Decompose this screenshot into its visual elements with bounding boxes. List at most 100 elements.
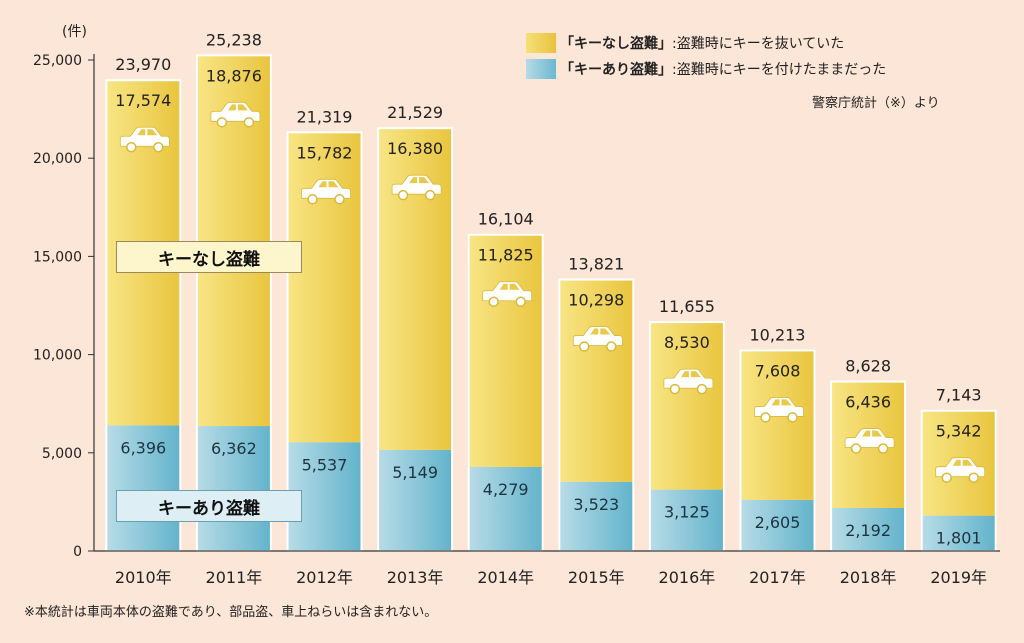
car-wheel (696, 383, 708, 395)
car-wheel (579, 341, 590, 352)
bar-group: 11,655 8,530 3,125 (648, 297, 725, 552)
bar-value-label-key-ari: 6,396 (120, 438, 166, 457)
bar-group: 10,213 7,608 2,605 (739, 325, 816, 552)
bar-total-label: 11,655 (659, 297, 715, 316)
car-icon (210, 101, 261, 128)
car-wheel (606, 341, 617, 352)
car-window (771, 399, 792, 406)
bar-segment-key-ari (649, 489, 724, 551)
car-window (590, 328, 611, 335)
car-icon (572, 326, 623, 352)
car-body (935, 457, 986, 478)
car-wheel (669, 383, 681, 395)
series-label-ari: キーあり盗難 (116, 490, 302, 522)
bar-total-label: 25,238 (206, 30, 262, 49)
bar-value-label-key-nashi: 8,530 (664, 333, 710, 352)
bar-value-label-key-nashi: 10,298 (568, 291, 624, 310)
x-axis: 2010年 2011年 2012年 2013年 2014年 2015年 2016年 2017年… (94, 550, 1000, 587)
car-wheel (153, 141, 164, 153)
bar-value-label-key-nashi: 18,876 (206, 66, 262, 85)
bar-value-label-key-nashi: 16,380 (387, 139, 443, 158)
x-tick-label: 2010年 (115, 568, 172, 587)
y-tick-label: 0 (73, 544, 82, 560)
bar-segment-key-nashi (559, 279, 634, 482)
bar-group: 8,628 6,436 2,192 (830, 357, 907, 552)
bar-value-label-key-nashi: 7,608 (755, 361, 801, 380)
car-wheel (216, 117, 228, 128)
car-body (391, 174, 442, 195)
bar-segment-key-ari (740, 499, 815, 551)
car-wheel (850, 443, 862, 454)
y-tick-label: 15,000 (33, 249, 82, 265)
car-wheel (515, 296, 526, 307)
bar-value-label-key-nashi: 17,574 (115, 91, 171, 110)
car-wheel (877, 443, 889, 454)
x-tick-label: 2014年 (477, 568, 534, 587)
bar-group: 16,104 11,825 4,279 (467, 210, 544, 552)
bar-segment-key-ari (831, 507, 906, 551)
car-window (318, 181, 339, 188)
y-tick-label: 5,000 (42, 446, 82, 462)
bar-group: 7,143 5,342 1,801 (920, 386, 997, 552)
bar-value-label-key-ari: 2,192 (845, 521, 891, 540)
series-label-nashi: キーなし盗難 (116, 241, 302, 273)
car-window (680, 371, 701, 378)
bar-segment-key-nashi (287, 132, 362, 443)
bar-value-label-key-ari: 3,523 (573, 495, 619, 514)
car-wheel (488, 296, 499, 307)
car-wheel (968, 472, 979, 483)
bar-segment-key-ari (468, 466, 543, 551)
car-body (572, 326, 623, 346)
bar-total-label: 21,529 (387, 103, 443, 122)
car-body (119, 126, 170, 147)
bar-segment-key-ari (196, 426, 271, 551)
legend-item-nashi: 「キーなし盗難」 :盗難時にキーを抜いていた (526, 30, 886, 56)
x-tick-label: 2017年 (749, 568, 806, 587)
source-note: 警察庁統計（※）より (812, 96, 940, 111)
car-body (663, 368, 714, 389)
bar-segment-key-ari (559, 481, 634, 551)
x-tick-label: 2018年 (840, 568, 897, 587)
car-body (482, 281, 533, 302)
car-icon (663, 368, 714, 395)
bar-value-label-key-nashi: 5,342 (936, 422, 982, 441)
car-wheel (243, 117, 255, 128)
bar-total-label: 7,143 (936, 386, 982, 405)
bar-total-label: 13,821 (568, 255, 624, 274)
x-tick-label: 2012年 (296, 568, 353, 587)
car-icon (391, 174, 442, 201)
bar-segment-key-ari (921, 515, 996, 551)
car-wheel (941, 472, 952, 483)
car-body (301, 178, 351, 199)
bar-value-label-key-nashi: 11,825 (478, 246, 534, 265)
bar-group: 21,319 15,782 5,537 (286, 107, 363, 553)
bar-value-label-key-ari: 5,537 (302, 455, 348, 474)
x-tick-label: 2011年 (206, 568, 263, 587)
car-wheel (397, 189, 409, 201)
bar-total-label: 21,319 (297, 107, 353, 126)
car-wheel (760, 412, 771, 423)
legend-desc-nashi: :盗難時にキーを抜いていた (672, 36, 845, 52)
y-unit-label: (件) (62, 24, 87, 40)
car-wheel (424, 189, 436, 201)
car-window (499, 283, 520, 290)
car-icon (119, 126, 170, 153)
car-icon (482, 281, 533, 307)
car-wheel (307, 194, 318, 205)
y-tick-label: 10,000 (33, 348, 82, 364)
bar-total-label: 23,970 (115, 55, 171, 74)
bar-total-label: 8,628 (845, 357, 891, 376)
bar-value-label-key-ari: 4,279 (483, 480, 529, 499)
y-axis: (件) 0 5,000 10,000 15,000 20,000 25,000 (33, 24, 95, 560)
car-window (137, 129, 158, 136)
legend-swatch-ari (526, 59, 556, 79)
legend-desc-ari: :盗難時にキーを付けたままだった (672, 62, 887, 78)
car-wheel (334, 194, 345, 205)
legend-swatch-nashi (526, 33, 556, 53)
legend-key-ari: 「キーあり盗難」 (560, 62, 672, 78)
car-icon (754, 397, 804, 423)
bar-value-label-key-ari: 2,605 (755, 513, 801, 532)
x-tick-label: 2019年 (930, 568, 987, 587)
car-icon (301, 178, 351, 205)
bar-value-label-key-ari: 3,125 (664, 503, 710, 522)
